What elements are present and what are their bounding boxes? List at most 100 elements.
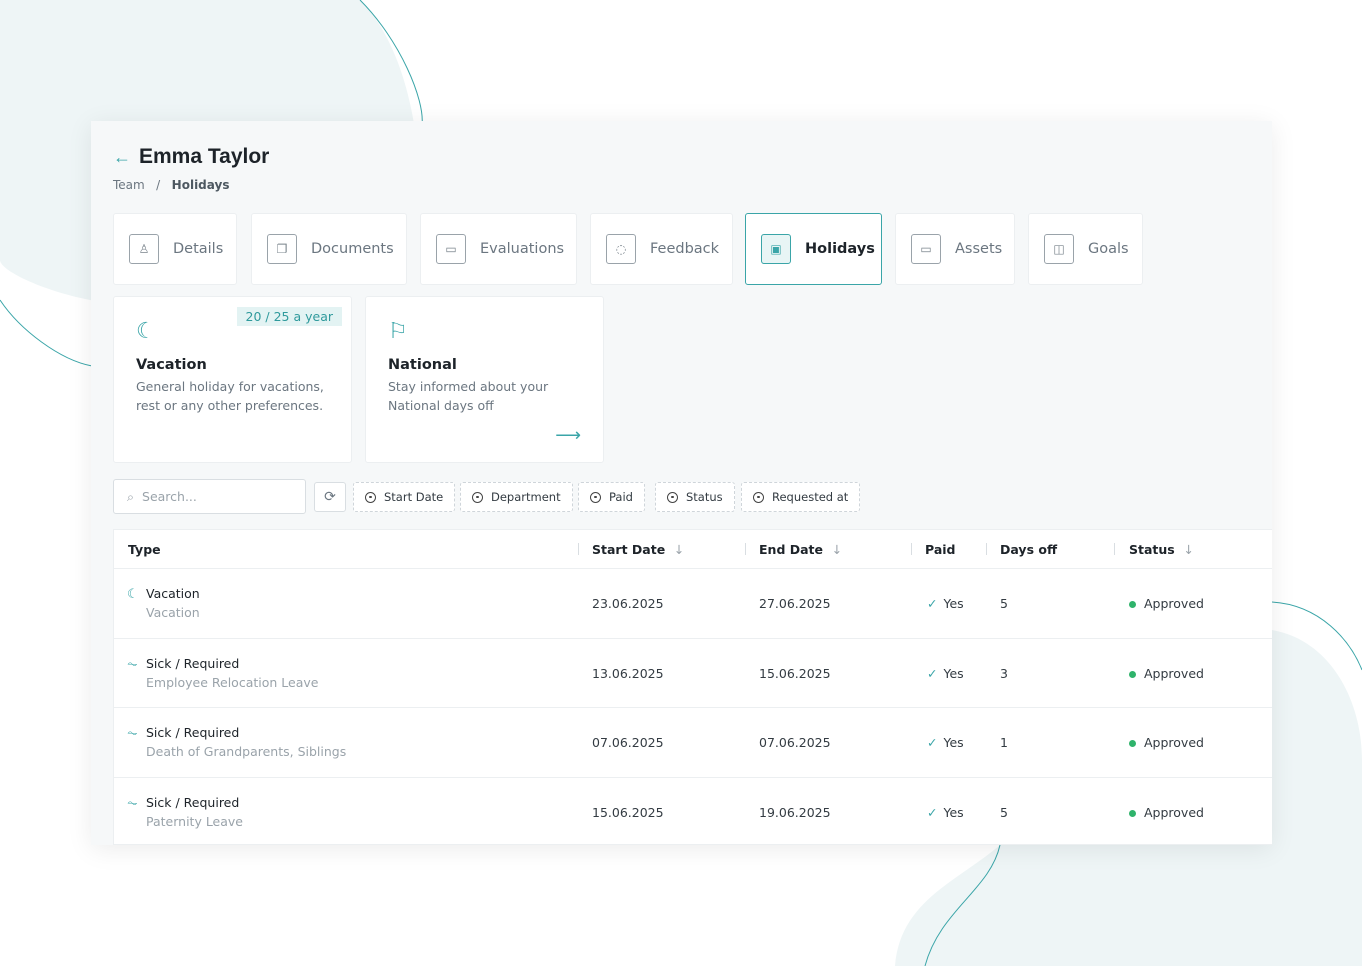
pulse-icon: ⏦	[127, 795, 138, 811]
filter-department[interactable]: Department	[460, 482, 573, 512]
filter-status[interactable]: Status	[655, 482, 735, 512]
column-header-type: Type	[128, 541, 161, 557]
moon-icon: ☾	[127, 587, 139, 602]
column-header-end-date[interactable]: End Date ↓	[759, 530, 842, 568]
column-header-paid[interactable]: Paid	[925, 541, 956, 557]
tab-goals[interactable]: ◫ Goals	[1028, 213, 1143, 285]
status-badge: Approved	[1144, 804, 1204, 820]
chip-label: Paid	[609, 490, 633, 504]
status-dot-icon	[1129, 740, 1136, 747]
table-row[interactable]: ⏦ Sick / Required Employee Relocation Le…	[114, 637, 1272, 707]
chat-icon: ◌	[606, 234, 636, 264]
check-icon: ✓	[927, 596, 938, 611]
moon-icon: ☾	[136, 319, 156, 344]
table-row[interactable]: ⏦ Sick / Required Death of Grandparents,…	[114, 707, 1272, 776]
row-days-off: 5	[1000, 804, 1008, 820]
pulse-icon: ⏦	[127, 726, 138, 741]
tab-details[interactable]: ♙ Details	[113, 213, 237, 285]
status-badge: Approved	[1144, 735, 1204, 750]
search-input[interactable]: ⌕ Search...	[113, 479, 306, 514]
tab-feedback[interactable]: ◌ Feedback	[590, 213, 733, 285]
row-subtype: Employee Relocation Leave	[146, 674, 319, 690]
status-dot-icon	[1129, 809, 1136, 817]
monitor-icon: ▭	[911, 234, 941, 264]
breadcrumb-team[interactable]: Team	[113, 178, 145, 192]
row-paid: Yes	[943, 735, 964, 750]
column-header-start-date[interactable]: Start Date ↓	[592, 530, 684, 568]
filter-start-date[interactable]: Start Date	[353, 482, 456, 512]
tab-assets[interactable]: ▭ Assets	[895, 213, 1015, 285]
card-title: Vacation	[136, 357, 207, 373]
status-badge: Approved	[1144, 596, 1204, 611]
header-label: End Date	[759, 541, 824, 557]
table-row[interactable]: ☾ Vacation Vacation 23.06.2025 27.06.202…	[114, 568, 1272, 637]
page-header: ← Emma Taylor	[113, 145, 269, 169]
column-divider	[986, 543, 987, 555]
chip-label: Requested at	[772, 490, 849, 504]
pulse-icon: ⏦	[127, 656, 138, 672]
page-title: Emma Taylor	[139, 145, 270, 168]
sort-arrow-icon: ↓	[1183, 541, 1194, 557]
tab-label: Assets	[955, 241, 1003, 257]
search-icon: ⌕	[127, 488, 135, 504]
refresh-button[interactable]: ⟳	[314, 482, 346, 512]
presentation-icon: ▭	[436, 234, 466, 264]
tab-documents[interactable]: ❐ Documents	[251, 213, 407, 285]
sort-arrow-icon: ↓	[673, 541, 685, 557]
row-type: Sick / Required	[146, 725, 240, 740]
tab-label: Details	[173, 241, 224, 257]
filter-paid[interactable]: Paid	[578, 482, 645, 512]
plus-circle-icon	[667, 491, 678, 503]
header-label: Start Date	[592, 541, 666, 557]
row-start-date: 13.06.2025	[592, 665, 664, 681]
row-type: Sick / Required	[146, 655, 240, 671]
sort-arrow-icon: ↓	[831, 541, 843, 557]
row-end-date: 19.06.2025	[759, 804, 831, 820]
user-icon: ♙	[129, 234, 159, 264]
row-subtype: Death of Grandparents, Siblings	[146, 744, 347, 759]
row-paid: Yes	[943, 665, 964, 681]
search-placeholder: Search...	[142, 489, 197, 504]
row-paid: Yes	[943, 804, 964, 820]
header-label: Status	[1129, 541, 1175, 557]
check-icon: ✓	[927, 665, 938, 681]
row-type: Sick / Required	[146, 794, 240, 810]
tab-label: Evaluations	[480, 241, 565, 257]
plus-circle-icon	[365, 491, 376, 503]
column-divider	[745, 543, 746, 555]
documents-icon: ❐	[267, 234, 297, 264]
row-subtype: Vacation	[146, 605, 200, 620]
allowance-badge: 20 / 25 a year	[236, 307, 342, 326]
status-badge: Approved	[1144, 665, 1204, 681]
filter-requested-at[interactable]: Requested at	[741, 482, 861, 512]
tab-label: Feedback	[650, 241, 720, 257]
chip-label: Department	[491, 490, 561, 504]
row-start-date: 23.06.2025	[592, 596, 664, 611]
tab-evaluations[interactable]: ▭ Evaluations	[420, 213, 577, 285]
column-header-days-off[interactable]: Days off	[1000, 541, 1058, 557]
column-divider	[578, 543, 579, 555]
breadcrumb-holidays: Holidays	[171, 178, 230, 192]
employee-panel: ← Emma Taylor Team / Holidays ♙ Details ❐…	[91, 121, 1272, 845]
table-row[interactable]: ⏦ Sick / Required Paternity Leave 15.06.…	[114, 776, 1272, 846]
column-header-status[interactable]: Status ↓	[1129, 530, 1194, 568]
row-paid: Yes	[943, 596, 964, 611]
holidays-table: Type Start Date ↓ End Date ↓ Paid Days o…	[113, 529, 1272, 845]
row-start-date: 07.06.2025	[592, 735, 664, 750]
holiday-card-national[interactable]: ⚐ National Stay informed about your Nati…	[365, 296, 604, 463]
plus-circle-icon	[753, 491, 764, 503]
tab-label: Goals	[1088, 241, 1129, 257]
plus-circle-icon	[590, 491, 601, 503]
arrow-right-icon[interactable]: ⟶	[555, 425, 581, 446]
row-subtype: Paternity Leave	[146, 813, 243, 829]
column-divider	[911, 543, 912, 555]
arrow-left-icon[interactable]: ←	[113, 146, 131, 167]
check-icon: ✓	[927, 735, 938, 750]
card-description: Stay informed about your National days o…	[388, 379, 549, 413]
tab-holidays[interactable]: ▣ Holidays	[745, 213, 882, 285]
holiday-card-vacation[interactable]: 20 / 25 a year ☾ Vacation General holida…	[113, 296, 352, 463]
row-type: Vacation	[146, 586, 200, 601]
calendar-icon: ▣	[761, 234, 791, 264]
plus-circle-icon	[472, 491, 483, 503]
row-days-off: 1	[1000, 735, 1008, 750]
